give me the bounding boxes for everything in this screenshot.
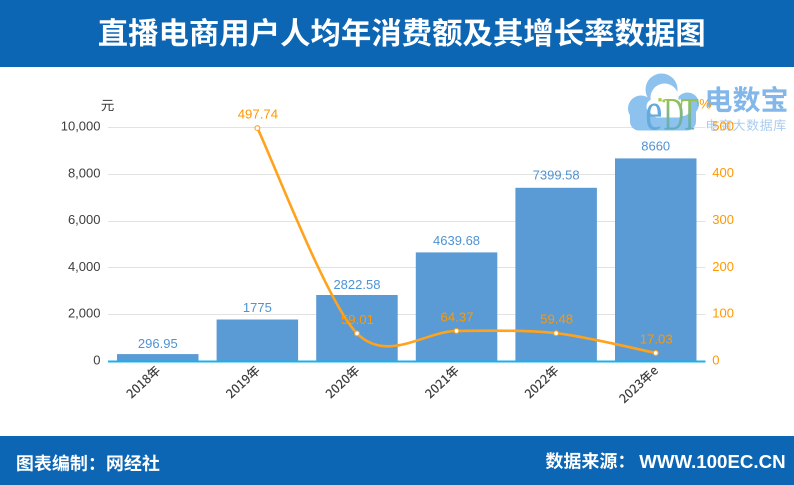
svg-text:4639.68: 4639.68: [433, 233, 480, 248]
svg-text:8660: 8660: [641, 139, 670, 154]
svg-text:100: 100: [712, 306, 734, 321]
svg-text:200: 200: [712, 259, 734, 274]
svg-text:%: %: [699, 97, 711, 112]
svg-text:8,000: 8,000: [68, 165, 101, 180]
svg-text:D: D: [664, 88, 684, 140]
svg-text:0: 0: [712, 352, 719, 367]
svg-text:300: 300: [712, 212, 734, 227]
svg-text:WWW.100EC.CN: WWW.100EC.CN: [639, 451, 785, 472]
svg-text:400: 400: [712, 165, 734, 180]
svg-text:59.48: 59.48: [540, 312, 573, 327]
svg-text:500: 500: [712, 118, 734, 133]
svg-text:7399.58: 7399.58: [533, 168, 580, 183]
svg-text:2,000: 2,000: [68, 306, 101, 321]
svg-text:10,000: 10,000: [61, 119, 101, 134]
svg-text:2822.58: 2822.58: [333, 277, 380, 292]
svg-text:17.03: 17.03: [640, 331, 673, 346]
svg-text:T: T: [681, 88, 699, 140]
svg-text:6,000: 6,000: [68, 212, 101, 227]
svg-text:64.37: 64.37: [441, 309, 474, 324]
svg-text:1775: 1775: [243, 300, 272, 315]
svg-text:296.95: 296.95: [138, 336, 178, 351]
svg-text:59.01: 59.01: [341, 312, 374, 327]
svg-text:497.74: 497.74: [238, 106, 278, 121]
svg-text:0: 0: [93, 353, 100, 368]
svg-text:4,000: 4,000: [68, 259, 101, 274]
svg-text:e: e: [645, 82, 662, 142]
